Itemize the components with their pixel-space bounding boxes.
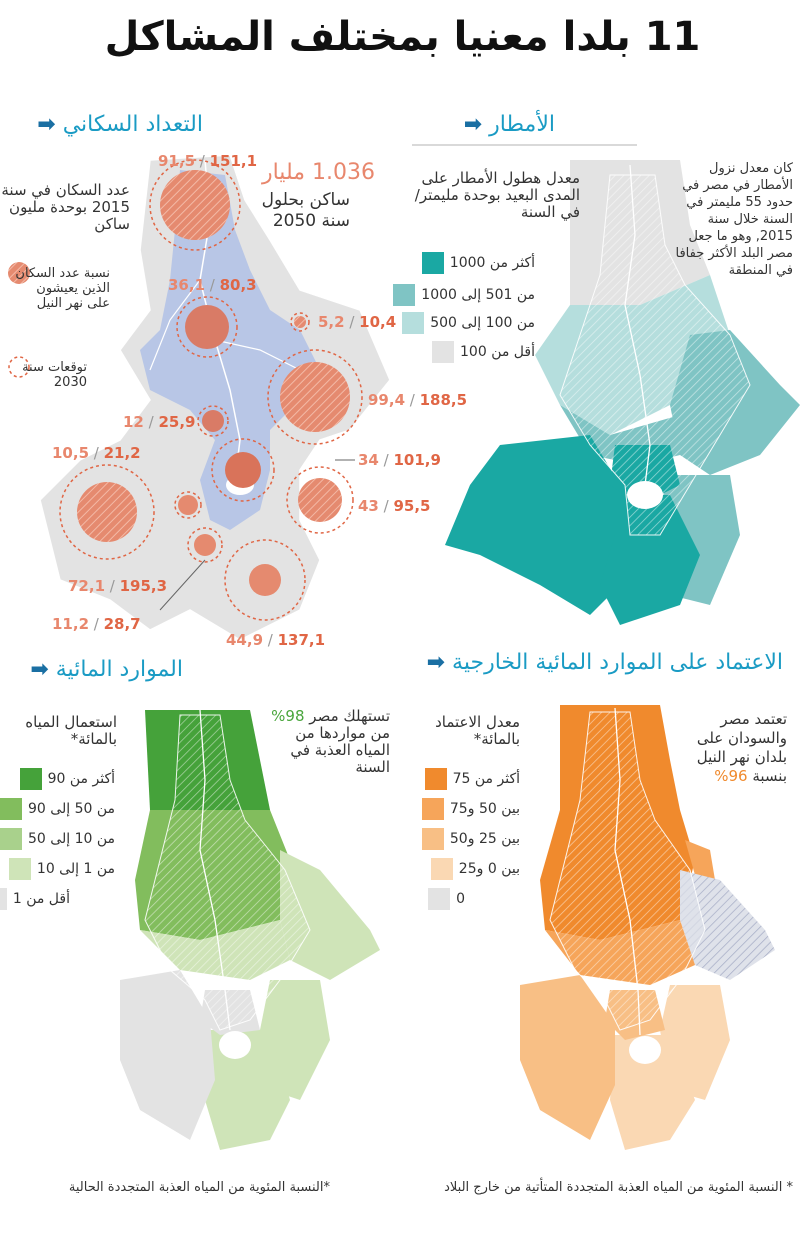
rainfall-legend-3: من 100 إلى 500 <box>402 312 535 334</box>
basin-hatch <box>144 714 311 1031</box>
legend-2030-text: توقعات سنة 2030 <box>22 360 87 390</box>
divider <box>412 144 637 146</box>
dependency-legend-5: 0 <box>428 888 465 910</box>
legend-pop-2015: عدد السكان في سنة 2015 بوحدة مليون ساكن <box>1 181 130 233</box>
legend-swatch <box>421 798 444 820</box>
legend-2030-swatch <box>8 356 30 378</box>
dependency-map <box>520 705 775 1150</box>
water-heading: الموارد المائية ➡ <box>24 657 183 682</box>
dependency-heading: الاعتماد على الموارد المائية الخارجية ➡ <box>421 650 783 675</box>
rainfall-legend-4: أقل من 100 <box>432 341 535 363</box>
arrow-icon: ➡ <box>30 657 49 682</box>
rainfall-heading-text: الأمطار <box>489 112 555 137</box>
arrow-icon: ➡ <box>37 112 56 137</box>
rainfall-note: كان معدل نزول الأمطار في مصر في حدود 55 … <box>675 161 794 278</box>
rainfall-map <box>445 160 800 625</box>
water-footnote: *النسبة المئوية من المياه العذبة المتجدد… <box>68 1180 330 1195</box>
water-legend-3: من 10 إلى 50 <box>0 828 115 850</box>
population-bubbles <box>59 159 363 621</box>
legend-swatch <box>0 798 22 820</box>
legend-swatch <box>432 341 455 363</box>
population-map <box>39 154 391 641</box>
population-heading-text: التعداد السكاني <box>62 112 203 137</box>
water-legend-title: استعمال المياه بالمائة* <box>25 713 117 748</box>
nile-river <box>614 707 641 1036</box>
legend-swatch <box>0 828 22 850</box>
leader-lines <box>159 459 355 611</box>
pop-label-kenya: 43 / 95,5 <box>358 497 431 515</box>
legend-swatch <box>424 768 447 790</box>
rainfall-legend-2: من 501 إلى 1000 <box>393 284 535 306</box>
legend-nile-text: نسبة عدد السكان الذين يعيشون على نهر الن… <box>15 266 110 311</box>
rainfall-heading: الأمطار ➡ <box>458 112 555 137</box>
lake-victoria <box>627 481 663 509</box>
water-legend-4: من 1 إلى 10 <box>8 858 115 880</box>
water-legend-1: أكثر من 90 <box>19 768 115 790</box>
region-drc <box>120 970 215 1140</box>
region-ethiopia <box>680 870 775 980</box>
water-legend-2: من 50 إلى 90 <box>0 798 115 820</box>
pop-label-ethiopia: 99,4 / 188,5 <box>368 391 468 409</box>
water-heading-text: الموارد المائية <box>55 657 183 682</box>
dependency-legend-2: بين 50 و75 <box>421 798 520 820</box>
lake-victoria <box>629 1036 661 1064</box>
legend-swatch <box>393 284 416 306</box>
rainfall-legend-title: معدل هطول الأمطار على المدى البعيد بوحدة… <box>414 169 580 221</box>
legend-swatch <box>402 312 425 334</box>
arrow-icon: ➡ <box>463 112 483 137</box>
legend-swatch <box>0 888 7 910</box>
legend-swatch <box>428 888 451 910</box>
rainfall-legend-1: أكثر من 1000 <box>421 252 535 274</box>
legend-nile-swatch <box>8 262 30 284</box>
water-legend-5: أقل من 1 <box>0 888 70 910</box>
dependency-legend-1: أكثر من 75 <box>424 768 520 790</box>
legend-swatch <box>421 252 444 274</box>
arrow-icon: ➡ <box>426 650 446 675</box>
nile-river <box>624 164 651 486</box>
region-drc <box>520 975 615 1140</box>
nile-basin <box>140 170 320 530</box>
pop-label-rwanda-burundi: 10,5 / 21,2 <box>52 444 141 462</box>
region-ethiopia <box>280 850 380 980</box>
legend-swatch <box>421 828 444 850</box>
water-note: تستهلك مصر 98% من مواردها من المياه العذ… <box>271 707 390 776</box>
water-map <box>120 709 380 1150</box>
pop-label-sudan: 36,1 / 80,3 <box>168 276 257 294</box>
pop-label-egypt: 91,5 / 151,1 <box>158 152 258 170</box>
page-title: 11 بلدا معنيا بمختلف المشاكل <box>104 14 701 60</box>
dependency-note: تعتمد مصر والسودان على بلدان نهر النيل ب… <box>696 710 787 785</box>
nile-branch <box>149 279 201 371</box>
dependency-legend-3: بين 25 و50 <box>421 828 520 850</box>
dependency-legend-title: معدل الاعتماد بالمائة* <box>435 713 520 748</box>
region-tanzania <box>205 1030 290 1150</box>
dependency-footnote: * النسبة المئوية من المياه العذبة المتجد… <box>444 1180 793 1195</box>
legend-swatch <box>8 858 31 880</box>
region-drc <box>445 435 640 615</box>
nile-river <box>199 709 231 1031</box>
nile-branch <box>214 339 301 371</box>
pop-label-tanzania: 44,9 / 137,1 <box>226 631 326 649</box>
dependency-legend-4: بين 0 و25 <box>430 858 520 880</box>
headline-text: ساكن بحلول سنة 2050 <box>261 190 350 231</box>
population-heading: التعداد السكاني ➡ <box>31 112 203 137</box>
lake-victoria <box>219 1031 251 1059</box>
dependency-heading-text: الاعتماد على الموارد المائية الخارجية <box>452 650 783 675</box>
pop-label-burundi: 11,2 / 28,7 <box>52 615 141 633</box>
basin-hatch <box>549 711 706 1031</box>
region-eritrea <box>685 840 715 880</box>
headline-value: 1.036 مليار <box>261 160 375 185</box>
legend-swatch <box>19 768 42 790</box>
pop-label-drc: 72,1 / 195,3 <box>68 577 168 595</box>
pop-label-uganda: 34 / 101,9 <box>358 451 441 469</box>
region-tanzania <box>610 1035 695 1150</box>
basin-hatch <box>559 174 751 536</box>
pop-label-south-sudan: 12 / 25,9 <box>123 413 196 431</box>
region-tanzania <box>600 495 700 625</box>
pop-label-eritrea: 5,2 / 10,4 <box>318 313 397 331</box>
legend-swatch <box>430 858 453 880</box>
